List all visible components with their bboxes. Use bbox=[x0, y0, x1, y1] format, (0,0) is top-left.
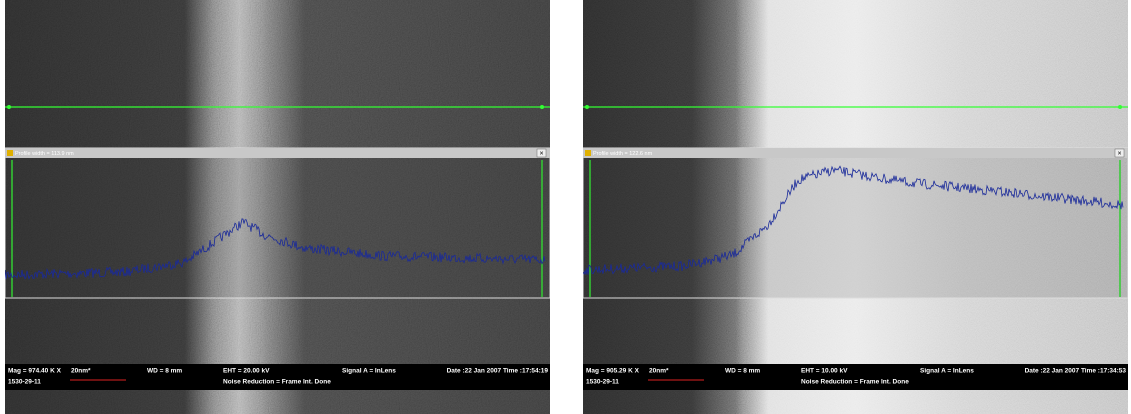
scale-label: 20nm* bbox=[71, 368, 91, 375]
scale-label: 20nm* bbox=[649, 368, 669, 375]
close-icon: × bbox=[539, 150, 543, 157]
status-bar bbox=[583, 364, 1128, 390]
noise-reduction: Noise Reduction = Frame Int. Done bbox=[801, 379, 909, 386]
status-bar bbox=[5, 364, 550, 390]
image-id: 1530-29-11 bbox=[8, 379, 41, 386]
line-handle bbox=[585, 105, 589, 109]
signal: Signal A = InLens bbox=[342, 368, 396, 375]
profile-window bbox=[583, 147, 1128, 299]
close-icon: × bbox=[1117, 150, 1121, 157]
line-handle bbox=[7, 105, 11, 109]
line-handle bbox=[1118, 105, 1122, 109]
window-icon bbox=[585, 150, 591, 156]
datetime: Date :22 Jan 2007 Time :17:34:53 bbox=[1025, 368, 1127, 375]
noise-reduction: Noise Reduction = Frame Int. Done bbox=[223, 379, 331, 386]
sem-panel: Profile width = 122.6 nm × Mag = 905.29 K … bbox=[583, 0, 1128, 414]
line-handle bbox=[540, 105, 544, 109]
sem-noise bbox=[583, 0, 1128, 414]
profile-curve bbox=[583, 165, 1124, 275]
sem-noise bbox=[5, 0, 550, 414]
signal: Signal A = InLens bbox=[920, 368, 974, 375]
profile-curve bbox=[5, 218, 546, 280]
profile-window bbox=[5, 147, 550, 299]
datetime: Date :22 Jan 2007 Time :17:54:19 bbox=[447, 368, 549, 375]
window-title: Profile width = 122.6 nm bbox=[593, 151, 653, 157]
working-distance: WD = 8 mm bbox=[725, 368, 760, 375]
window-icon bbox=[7, 150, 13, 156]
magnification: Mag = 905.29 K X bbox=[586, 368, 640, 375]
working-distance: WD = 8 mm bbox=[147, 368, 182, 375]
window-title: Profile width = 113.9 nm bbox=[15, 151, 74, 157]
eht: EHT = 10.00 kV bbox=[801, 368, 848, 375]
close-button[interactable] bbox=[536, 148, 547, 158]
window-titlebar bbox=[583, 148, 1128, 158]
close-button[interactable] bbox=[1114, 148, 1125, 158]
image-id: 1530-29-11 bbox=[586, 379, 619, 386]
window-titlebar bbox=[5, 148, 550, 158]
sem-panel: Profile width = 113.9 nm × Mag = 974.40 K … bbox=[5, 0, 550, 414]
eht: EHT = 20.00 kV bbox=[223, 368, 270, 375]
magnification: Mag = 974.40 K X bbox=[8, 368, 62, 375]
